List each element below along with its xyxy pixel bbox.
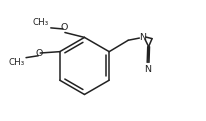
Text: O: O: [35, 49, 43, 57]
Text: N: N: [138, 33, 145, 42]
Text: CH₃: CH₃: [33, 18, 49, 27]
Text: N: N: [144, 65, 151, 74]
Text: CH₃: CH₃: [8, 58, 24, 67]
Text: O: O: [60, 23, 67, 32]
